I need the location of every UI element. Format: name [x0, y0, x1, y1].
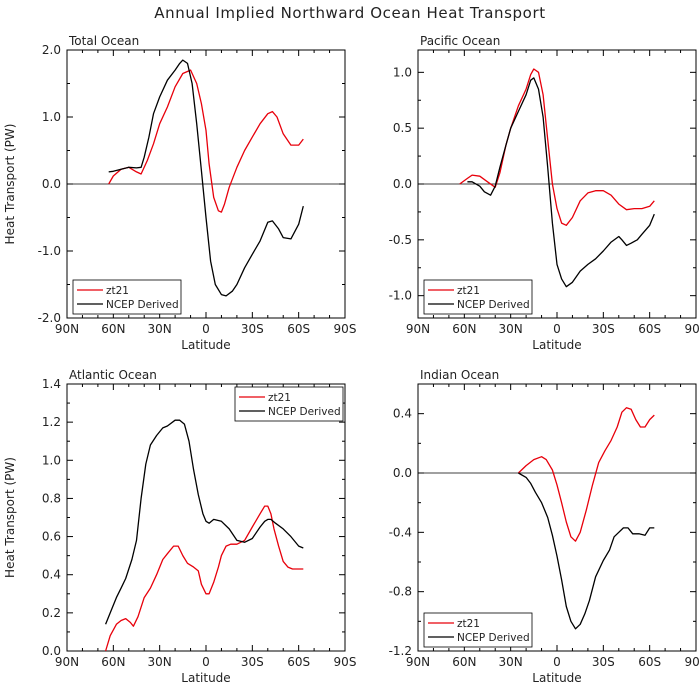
series-line-zt21 [459, 68, 655, 226]
x-axis-label: Latitude [532, 338, 581, 352]
y-axis-label: Heat Transport (PW) [3, 124, 17, 245]
x-tick-label: 90N [406, 655, 430, 669]
x-tick-label: 0 [553, 322, 561, 336]
x-tick-label: 60S [638, 322, 661, 336]
legend: zt21 NCEP Derived [234, 386, 344, 422]
chart-panel-4: 90N 60N 30N 0 30S 60S 90S -1.2 -0.8 -0.4 0.0 0.4 Ind… [389, 368, 700, 685]
x-tick-label: 30S [241, 655, 264, 669]
x-tick-label: 90S [334, 322, 357, 336]
legend-label: NCEP Derived [268, 406, 341, 418]
legend: zt21 NCEP Derived [72, 279, 182, 315]
x-tick-label: 30N [148, 655, 172, 669]
legend-box [423, 279, 533, 315]
panel-title: Indian Ocean [420, 368, 499, 382]
x-axis-label: Latitude [181, 338, 230, 352]
panel-title: Atlantic Ocean [69, 368, 157, 382]
x-tick-label: 30S [592, 655, 615, 669]
x-tick-label: 30S [241, 322, 264, 336]
x-tick-label: 60N [101, 322, 125, 336]
y-axis-label: Heat Transport (PW) [3, 457, 17, 578]
x-tick-label: 60S [287, 655, 310, 669]
y-tick-label: 1.4 [42, 377, 61, 391]
chart-panel-1: 90N 60N 30N 0 30S 60S 90S -2.0 -1.0 0.0 1.0 2.0 Tota… [3, 34, 356, 352]
series-line-zt21 [104, 505, 304, 652]
series-line-zt21 [517, 407, 655, 542]
series-line-ncep-derived [467, 77, 655, 288]
x-tick-label: 90S [334, 655, 357, 669]
x-tick-label: 30S [592, 322, 615, 336]
x-tick-label: 90N [406, 322, 430, 336]
y-tick-label: 0.4 [393, 407, 412, 421]
panel-title: Total Ocean [68, 34, 139, 48]
legend-box [234, 386, 344, 422]
y-tick-label: 1.0 [42, 110, 61, 124]
y-tick-label: -0.4 [389, 525, 412, 539]
y-tick-label: 0.5 [393, 121, 412, 135]
legend-box [423, 612, 533, 648]
legend: zt21 NCEP Derived [423, 279, 533, 315]
legend-label: NCEP Derived [106, 299, 179, 311]
legend-label: NCEP Derived [457, 299, 530, 311]
plot-frame [66, 383, 346, 652]
y-tick-label: -1.2 [389, 644, 412, 658]
y-tick-label: -0.8 [389, 585, 412, 599]
y-tick-label: 0.0 [42, 644, 61, 658]
y-tick-label: 0.0 [393, 177, 412, 191]
x-tick-label: 60N [452, 322, 476, 336]
x-tick-label: 30N [499, 322, 523, 336]
x-tick-label: 90N [55, 655, 79, 669]
x-tick-label: 30N [148, 322, 172, 336]
series-line-ncep-derived [108, 59, 304, 297]
y-tick-label: -0.5 [389, 233, 412, 247]
legend: zt21 NCEP Derived [423, 612, 533, 648]
y-tick-label: -1.0 [38, 244, 61, 258]
y-tick-label: -2.0 [38, 311, 61, 325]
y-tick-label: 0.6 [42, 530, 61, 544]
x-tick-label: 90S [685, 655, 700, 669]
y-tick-label: -1.0 [389, 289, 412, 303]
panel-title: Pacific Ocean [420, 34, 500, 48]
legend-label: zt21 [457, 285, 480, 297]
x-axis-label: Latitude [532, 671, 581, 685]
x-tick-label: 0 [202, 322, 210, 336]
x-tick-label: 0 [202, 655, 210, 669]
x-tick-label: 90N [55, 322, 79, 336]
x-tick-label: 30N [499, 655, 523, 669]
plot-frame [417, 383, 697, 652]
y-tick-label: 0.4 [42, 568, 61, 582]
legend-box [72, 279, 182, 315]
x-axis-label: Latitude [181, 671, 230, 685]
y-tick-label: 0.0 [393, 466, 412, 480]
series-line-zt21 [108, 69, 304, 213]
x-tick-label: 60S [638, 655, 661, 669]
legend-label: zt21 [268, 392, 291, 404]
x-tick-label: 60N [452, 655, 476, 669]
x-tick-label: 90S [685, 322, 700, 336]
chart-panel-2: 90N 60N 30N 0 30S 60S 90S -1.0 -0.5 0.0 0.5 1.0 Paci… [389, 34, 700, 352]
y-tick-label: 0.8 [42, 491, 61, 505]
x-tick-label: 60S [287, 322, 310, 336]
legend-label: zt21 [457, 618, 480, 630]
series-line-ncep-derived [104, 419, 304, 625]
y-tick-label: 0.0 [42, 177, 61, 191]
page-title: Annual Implied Northward Ocean Heat Tran… [154, 4, 546, 22]
y-tick-label: 0.2 [42, 606, 61, 620]
y-tick-label: 1.0 [42, 453, 61, 467]
y-tick-label: 2.0 [42, 43, 61, 57]
legend-label: zt21 [106, 285, 129, 297]
series-line-ncep-derived [518, 472, 655, 630]
x-tick-label: 60N [101, 655, 125, 669]
y-tick-label: 1.0 [393, 65, 412, 79]
x-tick-label: 0 [553, 655, 561, 669]
chart-panel-3: 90N 60N 30N 0 30S 60S 90S 0.0 0.2 0.4 0.6 0.8 1.0 1.2… [3, 368, 356, 685]
legend-label: NCEP Derived [457, 632, 530, 644]
y-tick-label: 1.2 [42, 415, 61, 429]
